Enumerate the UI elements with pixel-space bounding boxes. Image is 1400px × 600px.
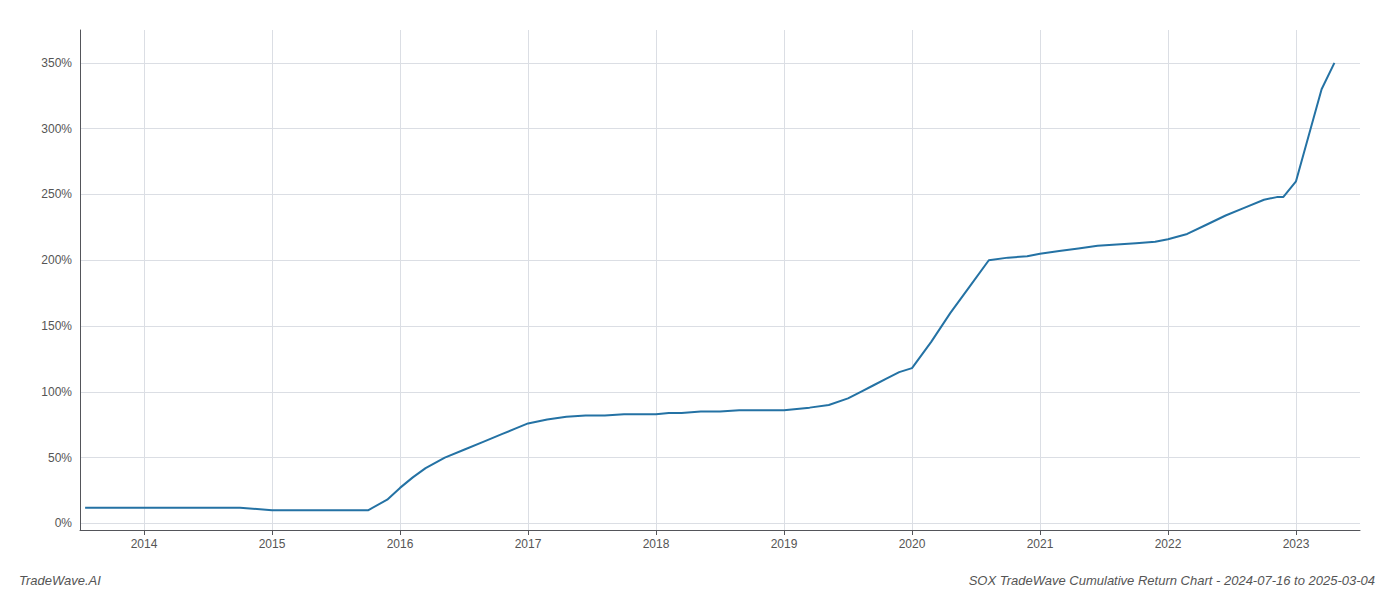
svg-text:250%: 250% xyxy=(41,187,72,201)
svg-text:2023: 2023 xyxy=(1283,537,1310,551)
svg-text:2022: 2022 xyxy=(1155,537,1182,551)
svg-text:200%: 200% xyxy=(41,253,72,267)
svg-text:150%: 150% xyxy=(41,319,72,333)
svg-text:TradeWave.AI: TradeWave.AI xyxy=(19,573,101,588)
svg-text:2017: 2017 xyxy=(515,537,542,551)
svg-text:SOX TradeWave Cumulative Retur: SOX TradeWave Cumulative Return Chart - … xyxy=(969,573,1375,588)
svg-text:350%: 350% xyxy=(41,56,72,70)
svg-text:100%: 100% xyxy=(41,385,72,399)
svg-text:2020: 2020 xyxy=(899,537,926,551)
svg-text:2015: 2015 xyxy=(259,537,286,551)
svg-text:2016: 2016 xyxy=(387,537,414,551)
svg-text:300%: 300% xyxy=(41,122,72,136)
svg-text:2014: 2014 xyxy=(131,537,158,551)
svg-text:2018: 2018 xyxy=(643,537,670,551)
svg-text:2021: 2021 xyxy=(1027,537,1054,551)
svg-text:50%: 50% xyxy=(48,451,72,465)
svg-text:0%: 0% xyxy=(55,516,73,530)
svg-text:2019: 2019 xyxy=(771,537,798,551)
